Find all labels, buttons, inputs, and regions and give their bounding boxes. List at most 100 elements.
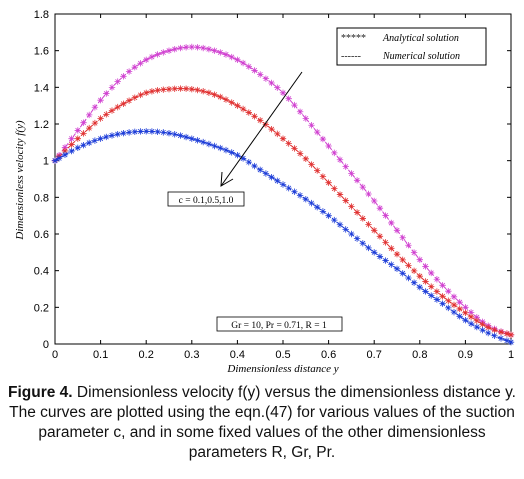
series-point	[257, 166, 264, 174]
series-point	[296, 192, 304, 199]
x-tick-label: 0.9	[458, 349, 473, 361]
series-point	[171, 45, 178, 53]
series-point	[473, 317, 480, 324]
x-tick-label: 0.4	[230, 349, 245, 361]
series-point	[342, 197, 349, 204]
series-point	[97, 96, 104, 104]
series-point	[416, 256, 423, 263]
series-point	[91, 119, 99, 127]
series-point	[91, 104, 99, 111]
series-point	[154, 87, 161, 94]
series-point	[91, 137, 99, 144]
x-tick-label: 0.8	[412, 349, 427, 361]
series-point	[131, 128, 138, 135]
series-point	[160, 86, 167, 93]
series-point	[399, 234, 406, 241]
series-point	[171, 131, 178, 138]
series-point	[108, 107, 116, 114]
series-point	[262, 170, 270, 177]
series-point	[68, 147, 75, 155]
series-point	[251, 113, 258, 120]
series-point	[348, 203, 355, 210]
series-point	[456, 298, 463, 306]
series-point	[211, 91, 218, 98]
series-point	[462, 309, 469, 317]
series-point	[291, 101, 298, 109]
series-point	[200, 138, 207, 146]
series-point	[365, 190, 372, 198]
series-point	[262, 75, 270, 82]
series-point	[422, 288, 429, 295]
series-point	[245, 158, 252, 166]
series-point	[325, 212, 332, 219]
series-point	[405, 274, 412, 282]
series-point	[188, 85, 195, 93]
series-point	[74, 135, 81, 142]
series-point	[503, 330, 511, 337]
series-point	[353, 235, 361, 242]
series-point	[205, 89, 213, 96]
series-point	[234, 151, 241, 159]
series-point	[314, 128, 321, 136]
series-point	[97, 115, 104, 122]
series-point	[205, 45, 213, 53]
series-point	[410, 279, 418, 286]
series-point	[450, 308, 458, 316]
series-point	[131, 94, 138, 101]
series-point	[285, 184, 292, 192]
series-point	[165, 47, 173, 54]
series-point	[422, 263, 429, 270]
series-point	[205, 140, 213, 148]
series-point	[467, 320, 475, 327]
series-point	[433, 288, 441, 295]
series-point	[325, 142, 332, 150]
series-point	[422, 278, 429, 285]
caption-text: Dimensionless velocity f(y) versus the d…	[9, 384, 516, 461]
series-point	[393, 227, 401, 234]
series-layer	[51, 43, 515, 346]
series-point	[399, 270, 406, 277]
series-point	[445, 304, 452, 312]
y-tick-label: 1	[43, 156, 49, 168]
series-point	[445, 297, 452, 304]
series-point	[68, 141, 75, 148]
series-point	[479, 321, 486, 328]
series-point	[376, 253, 384, 260]
series-point	[399, 256, 406, 264]
series-point	[160, 129, 167, 136]
series-point	[296, 108, 304, 115]
series-point	[228, 149, 235, 156]
series-point	[388, 219, 395, 227]
series-point	[371, 227, 378, 234]
y-tick-label: 1.2	[34, 119, 49, 131]
series-point	[245, 109, 252, 116]
series-point	[182, 133, 190, 141]
series-point	[245, 63, 252, 70]
series-point	[194, 86, 201, 94]
series-point	[279, 135, 287, 142]
figure-caption: Figure 4. Dimensionless velocity f(y) ve…	[6, 383, 518, 463]
series-point	[388, 261, 395, 268]
series-point	[371, 197, 378, 205]
series-point	[450, 293, 458, 300]
series-point	[257, 117, 264, 124]
series-point	[80, 130, 87, 137]
series-point	[177, 85, 184, 92]
y-tick-label: 0.2	[34, 302, 49, 314]
series-point	[131, 63, 138, 71]
series-point	[314, 167, 321, 174]
series-point	[68, 135, 75, 142]
series-point	[382, 239, 389, 246]
series-point	[222, 51, 230, 58]
annotation-params-text: Gr = 10, Pr = 0.71, R = 1	[231, 321, 327, 331]
series-point	[353, 177, 361, 184]
series-point	[103, 133, 110, 141]
series-point	[319, 208, 327, 215]
y-axis-label: Dimensionless velocity f(y)	[14, 120, 26, 240]
series-point	[97, 135, 104, 142]
series-point	[353, 209, 361, 216]
annotation-c-box	[167, 191, 245, 207]
series-point	[154, 128, 161, 135]
series-point	[148, 128, 156, 135]
series-point	[497, 335, 505, 342]
